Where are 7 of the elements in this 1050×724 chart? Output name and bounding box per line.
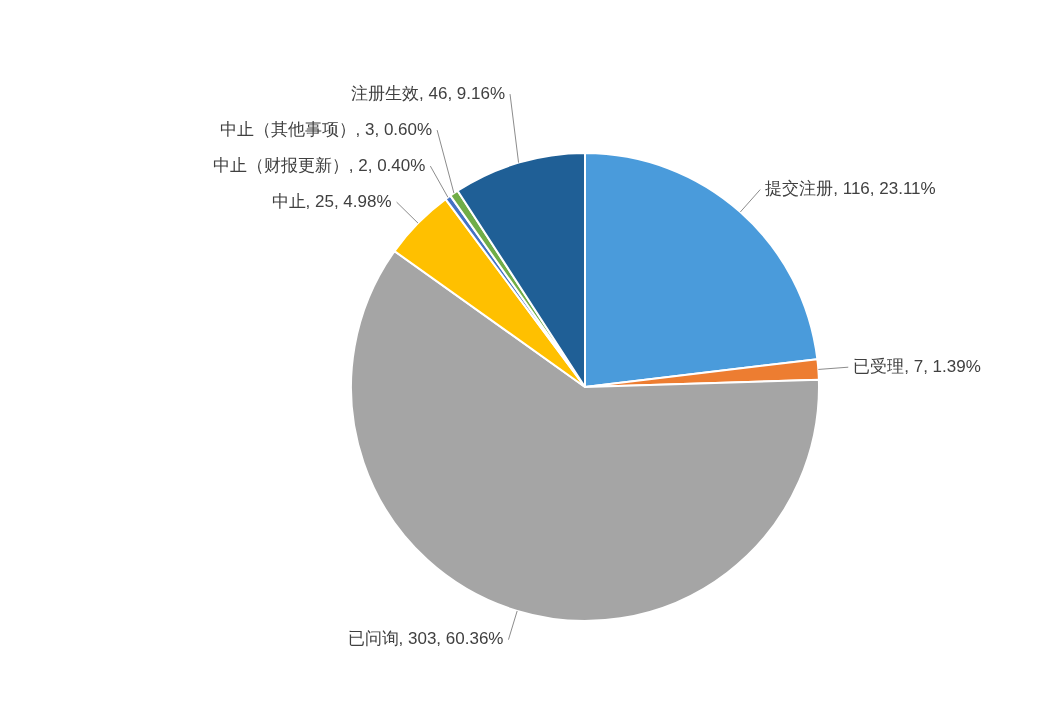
slice-label: 已问询, 303, 60.36%: [347, 629, 504, 649]
slice-label: 已受理, 7, 1.39%: [853, 356, 981, 376]
slice-label: 提交注册, 116, 23.11%: [765, 179, 936, 199]
slice-label: 中止, 25, 4.98%: [271, 191, 392, 211]
slice-label: 注册生效, 46, 9.16%: [351, 83, 506, 103]
slice-label: 中止（其他事项）, 3, 0.60%: [219, 119, 433, 139]
slice-label: 中止（财报更新）, 2, 0.40%: [212, 155, 426, 175]
